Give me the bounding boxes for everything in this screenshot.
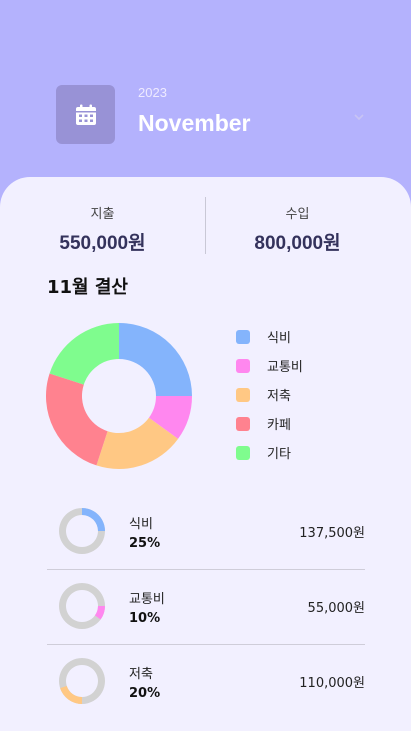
year-label: 2023 [138,85,167,100]
category-name: 저축 [129,667,153,682]
list-item[interactable]: 식비 25% 137,500원 [47,495,365,570]
legend-swatch [236,329,250,344]
calendar-icon [75,104,96,125]
section-title: 11월 결산 [47,277,128,298]
progress-ring [59,583,105,629]
ring-fill [60,685,82,704]
donut-slice-3 [46,373,108,466]
list-item[interactable]: 교통비 10% 55,000원 [47,570,365,645]
income-summary: 수입 800,000원 [195,203,400,255]
calendar-button[interactable] [56,85,115,144]
donut-slice-2 [96,417,179,469]
chevron-down-icon[interactable] [352,110,366,124]
legend-item: 식비 [236,322,303,351]
category-amount: 110,000원 [299,676,365,691]
legend-label: 기타 [267,447,291,462]
list-item[interactable]: 저축 20% 110,000원 [47,645,365,720]
category-name: 식비 [129,517,153,532]
header: 2023 November [0,0,411,200]
legend-label: 카페 [267,418,291,433]
legend-swatch [236,387,250,402]
income-value: 800,000원 [254,233,341,254]
legend-swatch [236,358,250,373]
month-selector[interactable]: November [138,110,251,136]
legend-item: 기타 [236,438,303,467]
category-name: 교통비 [129,592,165,607]
legend-item: 카페 [236,409,303,438]
donut-slice-1 [148,396,192,439]
donut-slice-4 [49,323,119,385]
expense-label: 지출 [90,207,115,222]
ring-fill [82,508,105,531]
legend-swatch [236,445,250,460]
legend-item: 교통비 [236,351,303,380]
progress-ring [59,658,105,704]
category-amount: 55,000원 [307,601,365,616]
legend-item: 저축 [236,380,303,409]
income-label: 수입 [285,207,310,222]
ring-track [59,583,105,629]
category-percent: 10% [129,611,161,626]
divider [205,197,206,254]
category-amount: 137,500원 [299,526,365,541]
ring-fill [94,606,105,620]
category-percent: 25% [129,536,161,551]
expense-value: 550,000원 [59,233,146,254]
donut-chart [46,323,192,469]
expense-summary: 지출 550,000원 [0,203,205,255]
summary-card: 지출 550,000원 수입 800,000원 11월 결산 식비 교통비 저축 카페… [0,177,411,731]
legend-swatch [236,416,250,431]
legend-label: 식비 [267,331,291,346]
legend-label: 저축 [267,389,291,404]
category-percent: 20% [129,686,161,701]
donut-slice-0 [119,323,192,396]
legend-label: 교통비 [267,360,303,375]
progress-ring [59,508,105,554]
